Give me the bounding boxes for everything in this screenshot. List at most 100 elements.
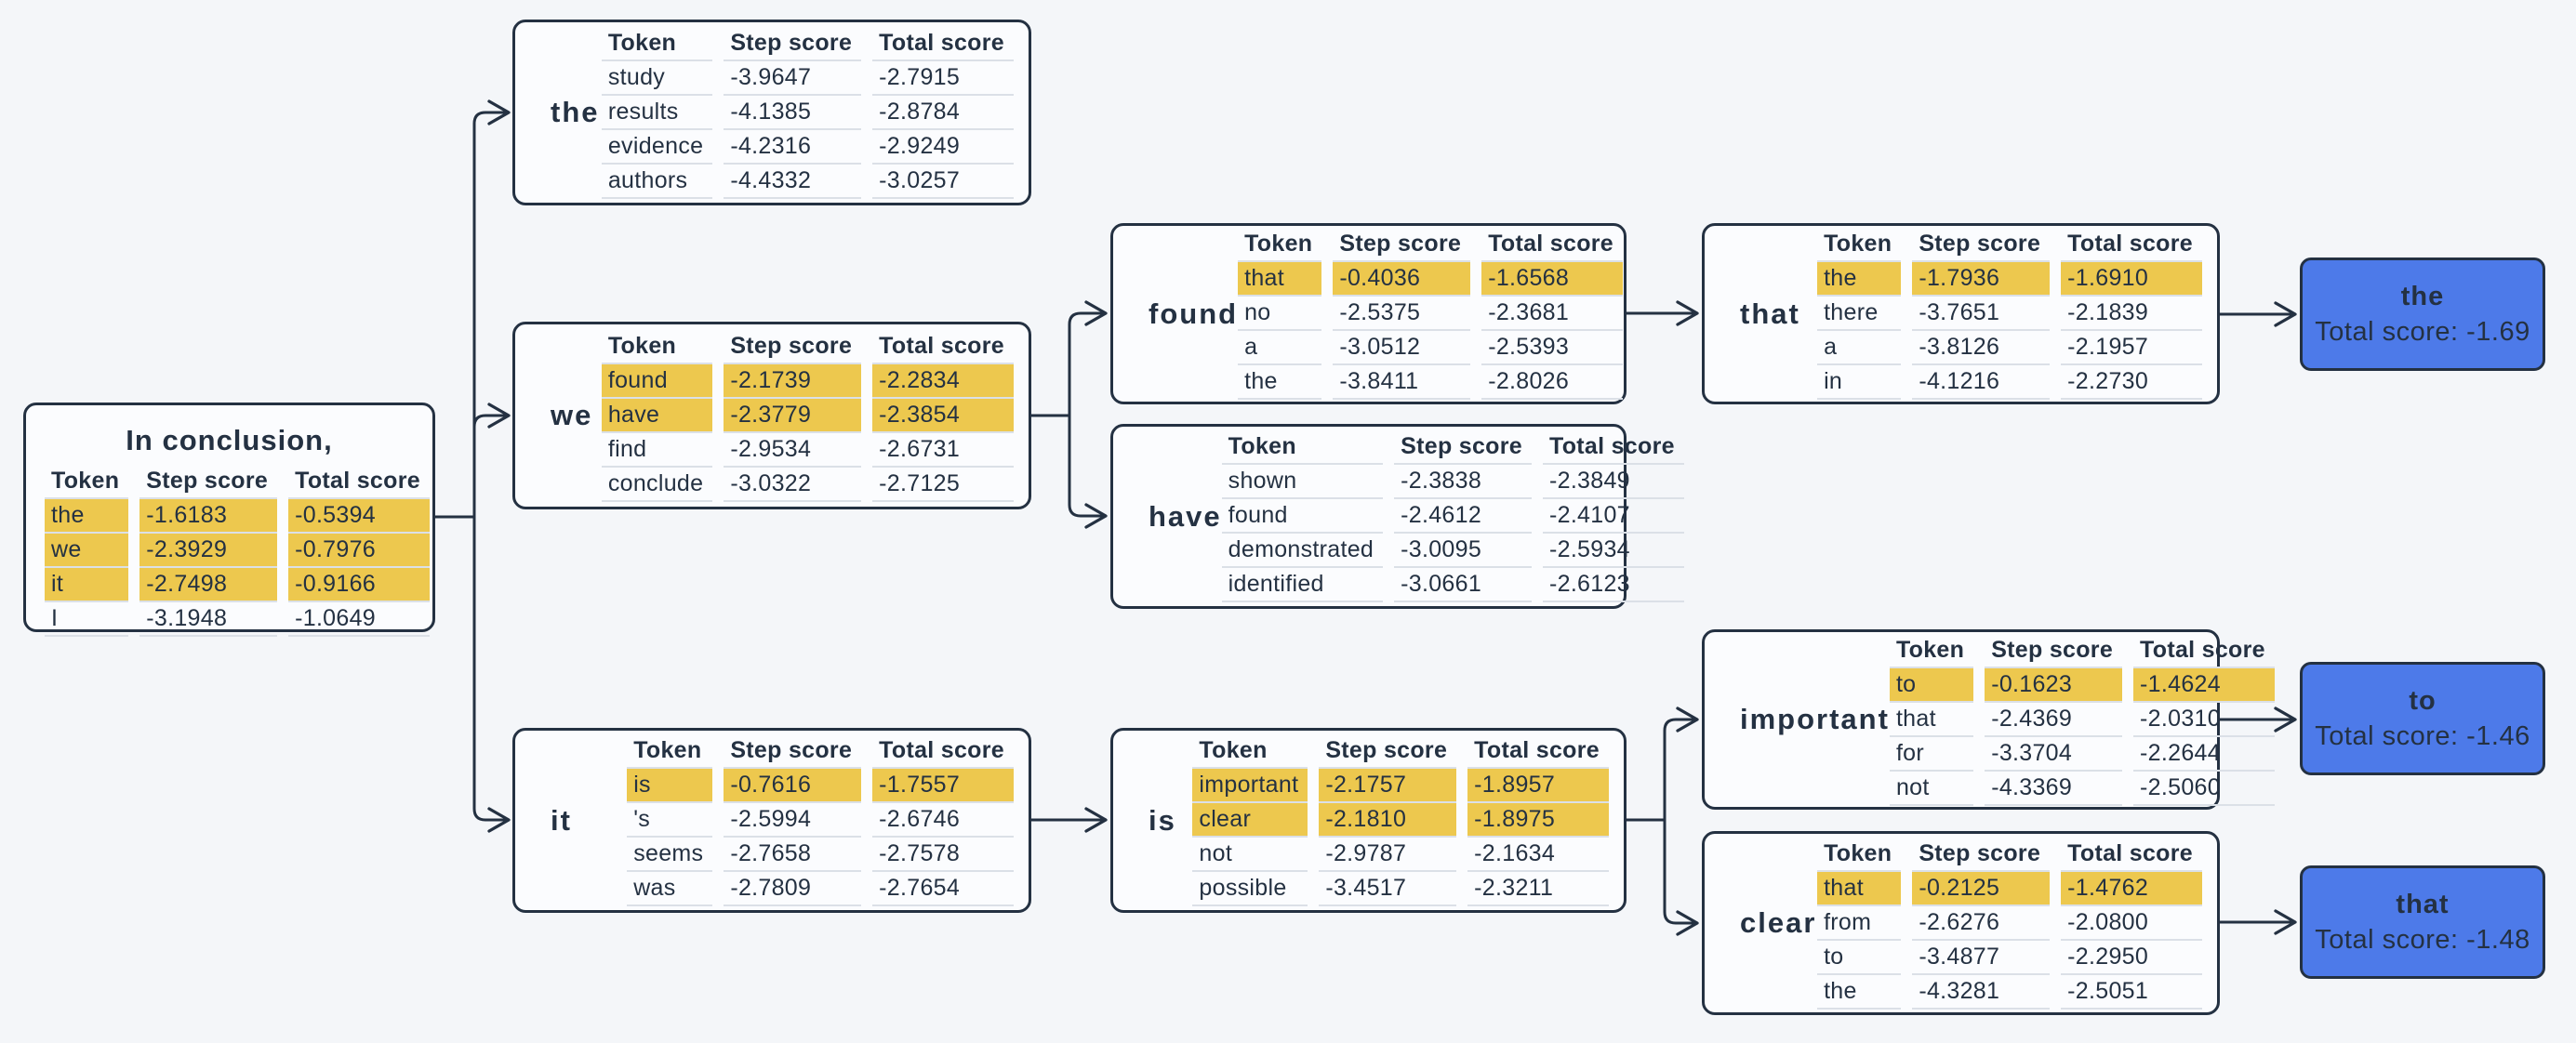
- total-score-cell: -2.2950: [2061, 941, 2202, 975]
- token-cell: it: [45, 568, 129, 602]
- total-score-cell: -2.6731: [872, 433, 1014, 468]
- total-score-cell: -2.4107: [1542, 499, 1684, 534]
- terminal-node-the: the Total score: -1.69: [2300, 257, 2545, 371]
- column-header: Step score: [1333, 228, 1471, 262]
- candidate-table: Token Step score Total score found -2.1739 -2…: [601, 330, 1014, 502]
- terminal-token: to: [2409, 685, 2437, 716]
- edge-root-we: [433, 403, 511, 519]
- token-cell: to: [1817, 941, 1902, 975]
- column-header: Step score: [1319, 734, 1457, 769]
- terminal-score: Total score: -1.48: [2315, 924, 2530, 955]
- token-cell: to: [1889, 667, 1974, 703]
- total-score-cell: -0.7976: [288, 534, 430, 568]
- node-label: important: [1740, 703, 1890, 735]
- token-cell: not: [1192, 838, 1308, 872]
- column-header: Step score: [1394, 430, 1532, 465]
- column-header: Token: [601, 330, 713, 364]
- node-label: that: [1740, 297, 1800, 330]
- node-label: it: [551, 803, 572, 837]
- step-score-cell: -2.3929: [139, 534, 278, 568]
- total-score-cell: -2.5393: [1481, 331, 1624, 365]
- total-score-cell: -3.0257: [872, 165, 1014, 199]
- node-found: found Token Step score Total score that -0.4…: [1110, 223, 1627, 404]
- step-score-cell: -2.3779: [724, 398, 862, 433]
- total-score-cell: -1.0649: [288, 602, 430, 637]
- total-score-cell: -1.8957: [1467, 769, 1609, 803]
- token-cell: there: [1817, 297, 1902, 331]
- step-score-cell: -2.4612: [1394, 499, 1532, 534]
- candidate-table: Token Step score Total score that -0.4036 -1.…: [1238, 228, 1624, 400]
- step-score-cell: -3.8126: [1912, 331, 2051, 365]
- node-we: we Token Step score Total score found -2.173…: [512, 322, 1031, 509]
- edge-is-clear: [1625, 818, 1699, 936]
- step-score-cell: -2.6276: [1912, 906, 2051, 941]
- token-cell: important: [1192, 769, 1308, 803]
- step-score-cell: -4.1385: [724, 96, 862, 130]
- token-cell: is: [627, 769, 713, 803]
- token-cell: find: [601, 433, 713, 468]
- column-header: Step score: [1985, 634, 2123, 668]
- root-title: In conclusion,: [126, 424, 333, 456]
- column-header: Total score: [872, 330, 1014, 364]
- total-score-cell: -2.2730: [2061, 365, 2202, 400]
- step-score-cell: -2.3838: [1394, 465, 1532, 499]
- column-header: Total score: [2061, 838, 2202, 872]
- total-score-cell: -2.3849: [1542, 465, 1684, 499]
- step-score-cell: -1.7936: [1912, 262, 2051, 297]
- step-score-cell: -3.0661: [1394, 568, 1532, 602]
- token-cell: that: [1817, 871, 1902, 906]
- column-header: Token: [1221, 430, 1384, 465]
- token-cell: the: [45, 499, 129, 534]
- total-score-cell: -2.6746: [872, 803, 1014, 838]
- token-cell: results: [601, 96, 713, 130]
- step-score-cell: -2.9787: [1319, 838, 1457, 872]
- token-cell: clear: [1192, 803, 1308, 838]
- token-cell: 's: [627, 803, 713, 838]
- token-cell: identified: [1221, 568, 1384, 602]
- candidate-table: Token Step score Total score the -1.7936 -1.6…: [1817, 228, 2202, 400]
- step-score-cell: -2.9534: [724, 433, 862, 468]
- node-label: we: [551, 399, 593, 431]
- total-score-cell: -2.5051: [2061, 975, 2202, 1010]
- token-cell: found: [601, 363, 713, 399]
- token-cell: a: [1817, 331, 1902, 365]
- step-score-cell: -3.7651: [1912, 297, 2051, 331]
- step-score-cell: -3.9647: [724, 61, 862, 96]
- terminal-score: Total score: -1.46: [2315, 720, 2530, 751]
- token-cell: a: [1238, 331, 1322, 365]
- column-header: Total score: [2061, 228, 2202, 262]
- step-score-cell: -3.0095: [1394, 534, 1532, 568]
- step-score-cell: -4.2316: [724, 130, 862, 165]
- total-score-cell: -2.7125: [872, 468, 1014, 502]
- column-header: Total score: [1481, 228, 1624, 262]
- column-header: Total score: [288, 465, 430, 499]
- step-score-cell: -2.1810: [1319, 803, 1457, 838]
- step-score-cell: -4.4332: [724, 165, 862, 199]
- total-score-cell: -2.3854: [872, 398, 1014, 433]
- token-cell: the: [1238, 365, 1322, 400]
- candidate-table: Token Step score Total score important -2.17…: [1192, 734, 1609, 906]
- token-cell: study: [601, 61, 713, 96]
- total-score-cell: -2.3681: [1481, 297, 1624, 331]
- total-score-cell: -2.7915: [872, 61, 1014, 96]
- candidate-table: Token Step score Total score to -0.1623 -1.46…: [1889, 634, 2275, 806]
- token-cell: I: [45, 602, 129, 637]
- step-score-cell: -0.4036: [1333, 262, 1471, 297]
- node-clear: clear Token Step score Total score that -0.2…: [1702, 831, 2220, 1015]
- node-that: that Token Step score Total score the -1.793…: [1702, 223, 2220, 404]
- column-header: Token: [1238, 228, 1322, 262]
- column-header: Step score: [1912, 838, 2051, 872]
- candidate-table: Token Step score Total score the -1.6183 -0.5…: [45, 465, 430, 637]
- column-header: Token: [1889, 634, 1974, 668]
- token-cell: possible: [1192, 872, 1308, 906]
- total-score-cell: -2.9249: [872, 130, 1014, 165]
- node-label: clear: [1740, 906, 1817, 939]
- edge-we-found: [1029, 300, 1108, 417]
- column-header: Token: [627, 734, 713, 769]
- token-cell: was: [627, 872, 713, 906]
- total-score-cell: -1.4762: [2061, 871, 2202, 906]
- total-score-cell: -2.8026: [1481, 365, 1624, 400]
- column-header: Step score: [1912, 228, 2051, 262]
